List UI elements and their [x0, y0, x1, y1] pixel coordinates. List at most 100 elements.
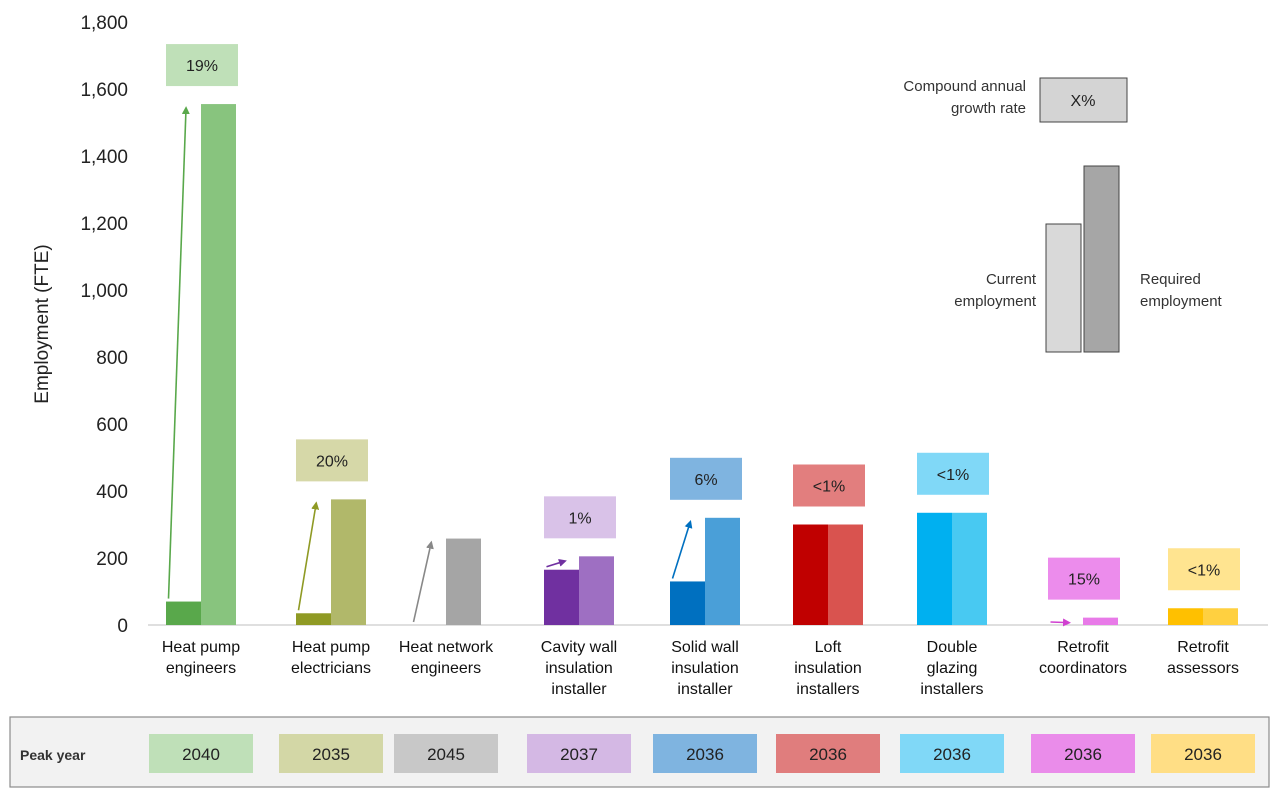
- peak-year-value: 2037: [560, 745, 598, 764]
- category-label: Heat network: [399, 639, 494, 656]
- growth-arrow: [546, 558, 567, 568]
- category-label: Retrofit: [1177, 639, 1229, 656]
- labels-layer: Heat pump engineers Heat pump electricians H…: [162, 639, 1239, 698]
- y-tick-label: 1,200: [80, 214, 128, 235]
- peak-year-value: 2036: [809, 745, 847, 764]
- bar-required: [331, 499, 366, 625]
- cagr-label: <1%: [937, 467, 969, 484]
- category-label: insulation: [794, 660, 862, 677]
- peak-year-value: 2036: [686, 745, 724, 764]
- bar-required: [705, 517, 740, 625]
- cagr-layer: 19% 20% 1% 6% <1% <1% 15% <1%: [166, 44, 1240, 600]
- growth-arrow: [167, 106, 190, 599]
- cagr-box: [1048, 557, 1120, 600]
- bar-required: [446, 538, 481, 625]
- bar-current: [296, 613, 331, 625]
- y-axis-label: Employment (FTE): [32, 244, 53, 403]
- growth-arrow: [412, 540, 434, 623]
- bar-required: [1203, 608, 1238, 625]
- category-label: installers: [920, 681, 983, 698]
- category-label: installer: [677, 681, 733, 698]
- category-label: assessors: [1167, 660, 1239, 677]
- y-tick-label: 800: [96, 348, 128, 369]
- peak-year-box: [149, 734, 253, 773]
- bar-required: [579, 556, 614, 625]
- category-label: engineers: [166, 660, 236, 677]
- legend-layer: Compound annual growth rate X% Current emplo…: [903, 77, 1223, 353]
- bar-required: [952, 512, 987, 625]
- bar-required: [828, 524, 863, 625]
- cagr-label: 1%: [568, 510, 591, 527]
- y-tick-label: 0: [117, 616, 128, 637]
- cagr-label: 6%: [694, 472, 717, 489]
- legend-current-label: employment: [954, 293, 1037, 310]
- y-tick-label: 1,000: [80, 281, 128, 302]
- cagr-label: <1%: [1188, 562, 1220, 579]
- cagr-box: [544, 496, 616, 539]
- legend-cagr-label: Compound annual: [903, 78, 1026, 95]
- bar-current: [1168, 608, 1203, 625]
- peak-year-row: 2040 2035 2045 2037 2036 2036 2036 2036 2036 Peak…: [9, 716, 1270, 788]
- peak-year-title: Peak year: [20, 747, 86, 763]
- legend-current-bar: [1045, 223, 1082, 353]
- y-tick-label: 1,800: [80, 13, 128, 34]
- peak-year-frame: [9, 716, 1270, 788]
- bar-current: [544, 569, 579, 625]
- y-tick-label: 1,400: [80, 147, 128, 168]
- bar-required: [201, 104, 236, 625]
- category-label: installer: [551, 681, 607, 698]
- peak-year-box: [1031, 734, 1135, 773]
- legend-required-label: employment: [1140, 293, 1223, 310]
- peak-year-box: [900, 734, 1004, 773]
- cagr-box: [1168, 548, 1240, 591]
- y-tick-label: 1,600: [80, 80, 128, 101]
- axis-layer: 0 200 400 600 800 1,000 1,200 1,400 1,600 1,800 Em…: [32, 13, 1268, 637]
- category-label: Double: [927, 639, 978, 656]
- legend-current-label: Current: [986, 271, 1037, 288]
- peak-year-value: 2036: [933, 745, 971, 764]
- cagr-label: 19%: [186, 58, 218, 75]
- peak-year-value: 2040: [182, 745, 220, 764]
- y-tick-label: 400: [96, 482, 128, 503]
- cagr-box: [670, 457, 742, 500]
- peak-year-box: [776, 734, 880, 773]
- category-label: engineers: [411, 660, 481, 677]
- legend-required-bar: [1083, 165, 1120, 353]
- cagr-label: 15%: [1068, 572, 1100, 589]
- bar-current: [917, 512, 952, 625]
- peak-year-box: [1151, 734, 1255, 773]
- growth-arrow: [671, 519, 693, 579]
- peak-year-value: 2036: [1064, 745, 1102, 764]
- peak-year-value: 2045: [427, 745, 465, 764]
- cagr-box: [793, 464, 865, 507]
- category-label: Heat pump: [292, 639, 370, 656]
- legend-cagr-label: growth rate: [951, 100, 1026, 117]
- cagr-box: [917, 452, 989, 495]
- growth-arrow: [1050, 618, 1071, 627]
- category-label: glazing: [927, 660, 978, 677]
- peak-year-value: 2035: [312, 745, 350, 764]
- peak-year-box: [279, 734, 383, 773]
- legend-required-label: Required: [1140, 271, 1201, 288]
- y-tick-label: 600: [96, 415, 128, 436]
- category-label: Cavity wall: [541, 639, 617, 656]
- peak-year-box: [527, 734, 631, 773]
- category-label: Retrofit: [1057, 639, 1109, 656]
- category-label: Solid wall: [671, 639, 739, 656]
- peak-year-value: 2036: [1184, 745, 1222, 764]
- cagr-box: [166, 44, 238, 87]
- legend-cagr-value: X%: [1071, 93, 1096, 110]
- peak-year-box: [653, 734, 757, 773]
- growth-arrow: [297, 501, 320, 611]
- bars-layer: [166, 104, 1238, 625]
- category-label: coordinators: [1039, 660, 1127, 677]
- category-label: electricians: [291, 660, 371, 677]
- peak-year-box: [394, 734, 498, 773]
- bar-current: [670, 581, 705, 625]
- cagr-label: <1%: [813, 479, 845, 496]
- category-label: Heat pump: [162, 639, 240, 656]
- category-label: insulation: [545, 660, 613, 677]
- bar-required: [1083, 617, 1118, 625]
- legend-cagr-box: [1039, 77, 1128, 123]
